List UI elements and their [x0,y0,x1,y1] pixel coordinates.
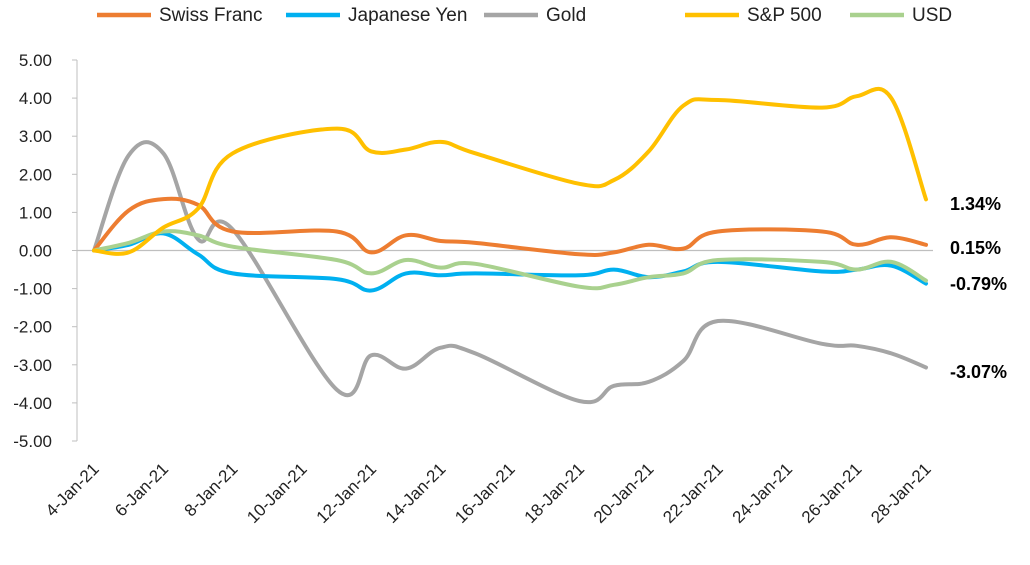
series-line-japanese-yen [92,231,928,293]
y-tick-label: 4.00 [19,89,52,108]
x-tick-label: 22-Jan-21 [659,459,727,527]
end-label-sandp-500: 1.34% [950,194,1001,214]
legend-label-gold: Gold [546,5,586,26]
y-tick-label: -1.00 [13,280,52,299]
x-tick-label: 26-Jan-21 [798,459,866,527]
y-tick-label: -3.00 [13,356,52,375]
chart-legend: Swiss Franc Japanese Yen Gold S&P 500 USD [97,5,952,26]
x-tick-label: 18-Jan-21 [521,459,589,527]
y-tick-label: -4.00 [13,394,52,413]
end-label-gold: -3.07% [950,362,1007,382]
y-tick-label: 3.00 [19,127,52,146]
legend-label-sandp-500: S&P 500 [747,5,822,26]
y-tick-label: 5.00 [19,51,52,70]
x-tick-label: 12-Jan-21 [313,459,381,527]
legend-label-swiss-franc: Swiss Franc [159,5,262,26]
y-tick-label: 1.00 [19,203,52,222]
x-tick-label: 14-Jan-21 [382,459,450,527]
x-tick-label: 28-Jan-21 [867,459,935,527]
y-axis: 5.00 4.00 3.00 2.00 1.00 0.00 -1.00 -2.00 -3.00 -… [13,51,78,451]
x-tick-label: 4-Jan-21 [42,459,103,520]
series-lines [92,86,928,405]
series-line-gold [92,140,928,405]
x-tick-label: 24-Jan-21 [729,459,797,527]
legend-label-japanese-yen: Japanese Yen [348,5,467,26]
end-label-usd: -0.79% [950,274,1007,294]
x-tick-label: 10-Jan-21 [243,459,311,527]
legend-label-usd: USD [912,5,952,26]
x-tick-label: 20-Jan-21 [590,459,658,527]
y-tick-label: 0.00 [19,242,52,261]
end-label-swiss-franc: 0.15% [950,238,1001,258]
end-labels: 1.34% 0.15% -0.79% -3.07% [950,194,1007,382]
x-tick-label: 16-Jan-21 [451,459,519,527]
y-tick-label: 2.00 [19,165,52,184]
series-line-usd [92,229,928,291]
series-line-swiss-franc [92,196,928,257]
x-tick-label: 6-Jan-21 [111,459,172,520]
x-axis: 4-Jan-21 6-Jan-21 8-Jan-21 10-Jan-21 12-Jan-… [42,249,935,527]
x-tick-label: 8-Jan-21 [181,459,242,520]
y-tick-label: -5.00 [13,432,52,451]
series-line-sandp-500 [92,86,928,256]
y-tick-label: -2.00 [13,318,52,337]
